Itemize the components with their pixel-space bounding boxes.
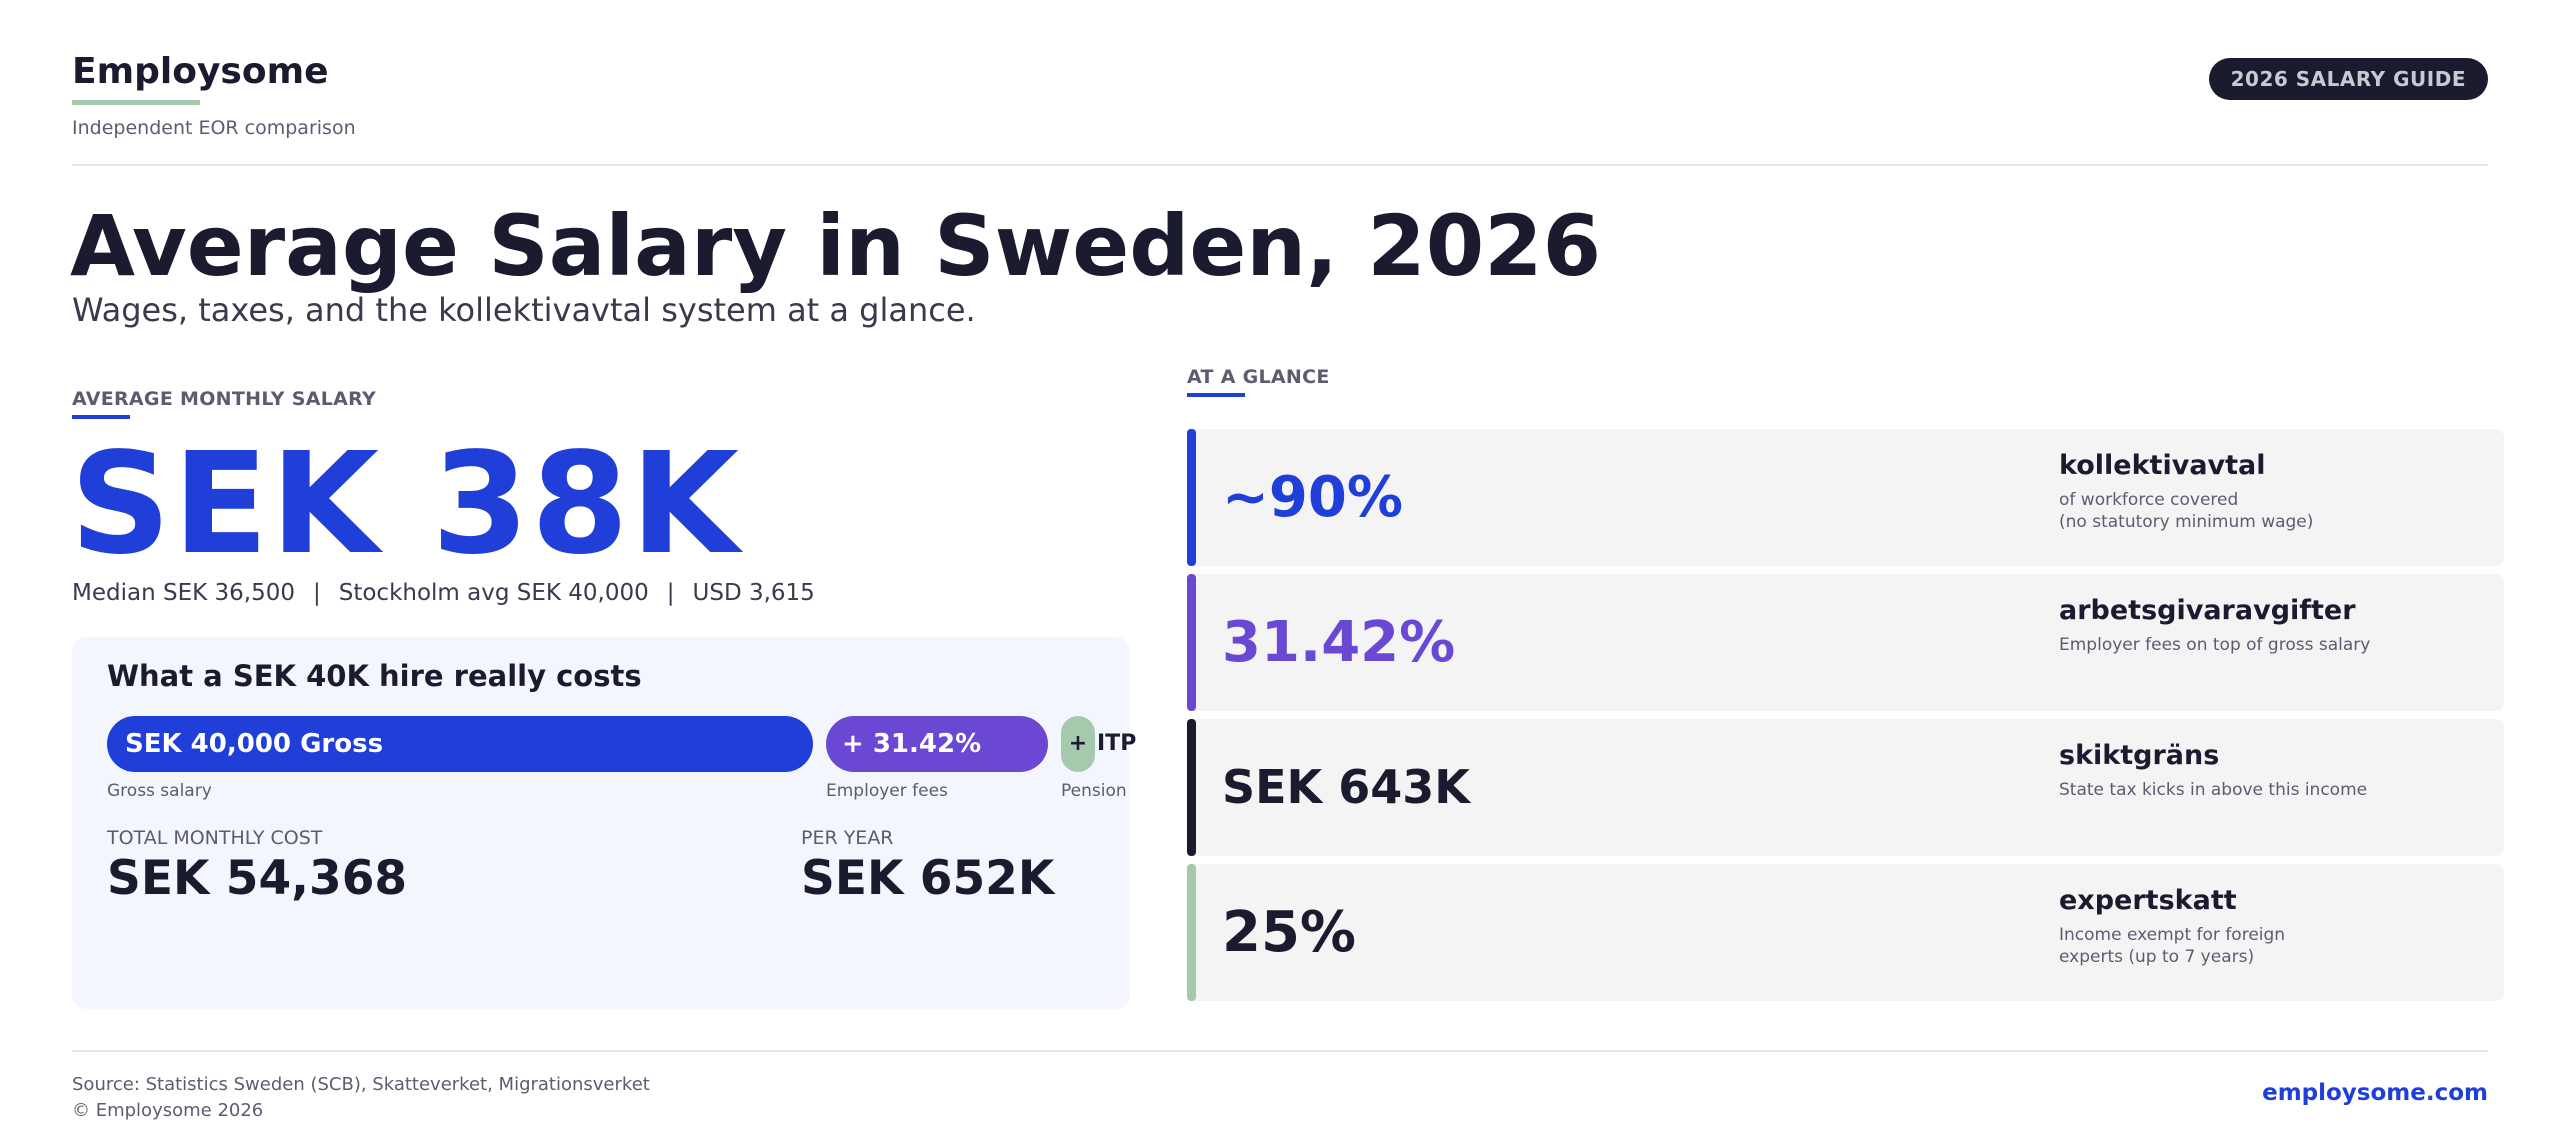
copyright-text: © Employsome 2026 bbox=[72, 1100, 264, 1121]
glance-description: State tax kicks in above this income bbox=[2059, 780, 2368, 800]
average-salary-value: SEK 38K bbox=[70, 423, 742, 586]
glance-description: Income exempt for foreign experts (up to… bbox=[2059, 925, 2286, 967]
glance-card-skiktgrans: SEK 643K skiktgräns State tax kicks in a… bbox=[1187, 719, 2504, 856]
hire-cost-card: What a SEK 40K hire really costs SEK 40,… bbox=[72, 637, 1136, 1009]
glance-accent-bar bbox=[1187, 574, 1196, 711]
glance-term: arbetsgivaravgifter bbox=[2059, 595, 2356, 626]
at-a-glance-list: ~90% kollektivavtal of workforce covered… bbox=[1187, 429, 2504, 1009]
glance-stat: SEK 643K bbox=[1222, 760, 1470, 814]
brand-name: Employsome bbox=[72, 51, 329, 92]
section-label-text: AVERAGE MONTHLY SALARY bbox=[72, 388, 377, 410]
brand-block: Employsome Independent EOR comparison bbox=[72, 50, 356, 139]
glance-card-kollektivavtal: ~90% kollektivavtal of workforce covered… bbox=[1187, 429, 2504, 566]
gross-salary-segment: SEK 40,000 Gross bbox=[107, 716, 813, 772]
glance-term: skiktgräns bbox=[2059, 740, 2220, 771]
brand-underline bbox=[72, 100, 200, 105]
pension-caption: Pension bbox=[1061, 781, 1127, 801]
footer-source: Source: Statistics Sweden (SCB), Skattev… bbox=[72, 1072, 650, 1124]
total-monthly-cost-label: TOTAL MONTHLY COST bbox=[107, 827, 323, 849]
glance-info: arbetsgivaravgifter Employer fees on top… bbox=[2059, 594, 2489, 656]
glance-card-arbetsgivaravgifter: 31.42% arbetsgivaravgifter Employer fees… bbox=[1187, 574, 2504, 711]
employer-fees-segment: + 31.42% bbox=[826, 716, 1048, 772]
glance-accent-bar bbox=[1187, 429, 1196, 566]
brand-tagline: Independent EOR comparison bbox=[72, 117, 356, 139]
glance-description: Employer fees on top of gross salary bbox=[2059, 635, 2371, 655]
employer-fees-caption: Employer fees bbox=[826, 781, 948, 801]
salary-stats-line: Median SEK 36,500 | Stockholm avg SEK 40,0… bbox=[72, 580, 815, 606]
glance-stat: 31.42% bbox=[1222, 610, 1456, 675]
glance-info: skiktgräns State tax kicks in above this… bbox=[2059, 739, 2489, 801]
total-monthly-cost-value: SEK 54,368 bbox=[107, 851, 408, 906]
per-year-label: PER YEAR bbox=[801, 827, 894, 849]
glance-info: kollektivavtal of workforce covered (no … bbox=[2059, 449, 2489, 533]
stockholm-average: Stockholm avg SEK 40,000 bbox=[338, 580, 649, 606]
per-year-value: SEK 652K bbox=[801, 851, 1055, 906]
section-label-at-a-glance: AT A GLANCE bbox=[1187, 366, 1330, 397]
salary-guide-badge: 2026 SALARY GUIDE bbox=[2208, 58, 2488, 100]
gross-salary-caption: Gross salary bbox=[107, 781, 212, 801]
glance-term: expertskatt bbox=[2059, 885, 2237, 916]
glance-info: expertskatt Income exempt for foreign ex… bbox=[2059, 884, 2489, 968]
stats-separator: | bbox=[666, 580, 675, 606]
glance-term: kollektivavtal bbox=[2059, 450, 2266, 481]
glance-accent-bar bbox=[1187, 719, 1196, 856]
pension-segment: + bbox=[1061, 716, 1095, 772]
source-text: Source: Statistics Sweden (SCB), Skattev… bbox=[72, 1074, 650, 1095]
glance-stat: ~90% bbox=[1222, 465, 1403, 530]
pension-itp-label: ITP bbox=[1097, 731, 1137, 756]
glance-stat: 25% bbox=[1222, 900, 1357, 965]
footer-website-link[interactable]: employsome.com bbox=[2262, 1080, 2488, 1106]
glance-description: of workforce covered (no statutory minim… bbox=[2059, 490, 2314, 532]
footer-divider bbox=[72, 1050, 2488, 1052]
section-label-underline bbox=[72, 415, 130, 419]
usd-equivalent: USD 3,615 bbox=[692, 580, 815, 606]
section-label-underline bbox=[1187, 393, 1245, 397]
glance-card-expertskatt: 25% expertskatt Income exempt for foreig… bbox=[1187, 864, 2504, 1001]
section-label-text: AT A GLANCE bbox=[1187, 366, 1330, 388]
stats-separator: | bbox=[312, 580, 321, 606]
section-label-average-salary: AVERAGE MONTHLY SALARY bbox=[72, 388, 376, 419]
glance-accent-bar bbox=[1187, 864, 1196, 1001]
header-divider bbox=[72, 164, 2488, 166]
median-salary: Median SEK 36,500 bbox=[72, 580, 295, 606]
page-subtitle: Wages, taxes, and the kollektivavtal sys… bbox=[72, 291, 976, 329]
page-title: Average Salary in Sweden, 2026 bbox=[70, 197, 1602, 295]
hire-cost-title: What a SEK 40K hire really costs bbox=[107, 659, 642, 693]
